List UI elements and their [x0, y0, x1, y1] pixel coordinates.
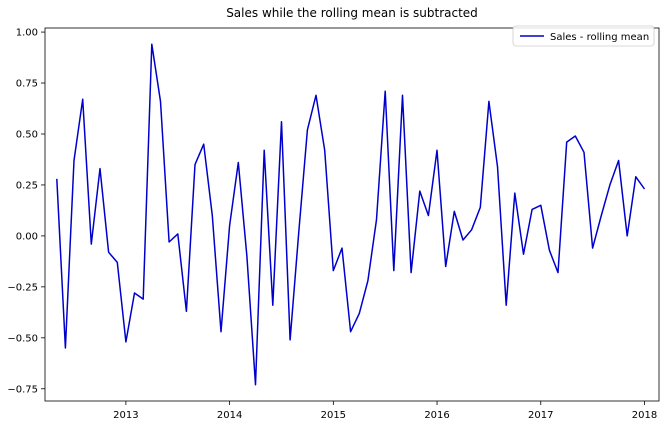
x-tick-label: 2018 [632, 410, 657, 421]
legend: Sales - rolling mean [512, 25, 655, 47]
y-tick-label: 0.25 [16, 180, 38, 191]
x-tick-label: 2014 [217, 410, 242, 421]
x-axis: 2013 2014 2015 2016 2017 2018 [113, 401, 657, 421]
x-tick-label: 2015 [321, 410, 346, 421]
chart-title: Sales while the rolling mean is subtract… [226, 6, 478, 20]
y-tick-label: 0.75 [16, 79, 38, 90]
series-layer [56, 43, 646, 386]
x-tick-label: 2016 [424, 410, 449, 421]
y-tick-label: −0.50 [7, 333, 38, 344]
y-tick-label: −0.25 [7, 282, 38, 293]
x-tick-label: 2013 [113, 410, 138, 421]
legend-label: Sales - rolling mean [550, 32, 649, 43]
y-tick-label: 0.00 [16, 231, 38, 242]
y-axis: −0.75 −0.50 −0.25 0.00 0.25 0.50 0.75 1.00 [7, 28, 45, 395]
y-tick-label: 0.50 [16, 129, 38, 140]
series-line [56, 43, 646, 386]
x-tick-label: 2017 [528, 410, 553, 421]
y-tick-label: 1.00 [16, 28, 38, 39]
plot-frame [44, 27, 660, 402]
legend-box [512, 25, 655, 47]
y-tick-label: −0.75 [7, 384, 38, 395]
